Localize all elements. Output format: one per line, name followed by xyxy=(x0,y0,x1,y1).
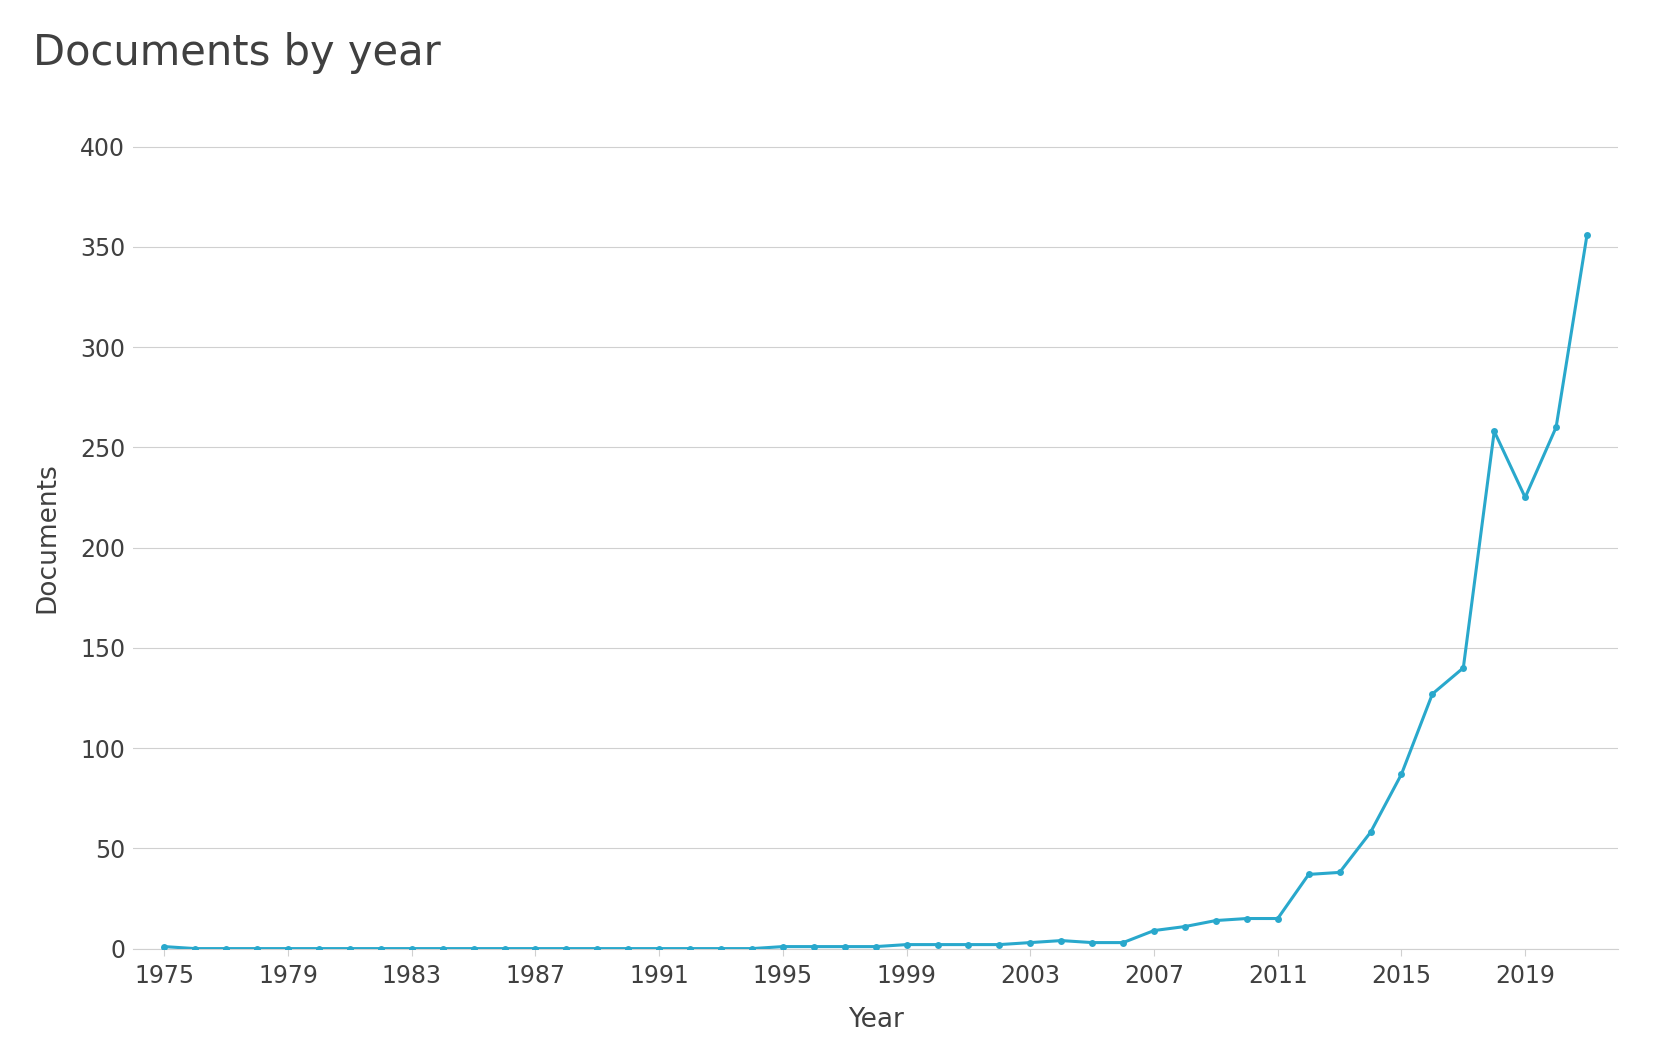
X-axis label: Year: Year xyxy=(847,1008,904,1033)
Y-axis label: Documents: Documents xyxy=(35,462,60,613)
Text: Documents by year: Documents by year xyxy=(33,32,440,74)
